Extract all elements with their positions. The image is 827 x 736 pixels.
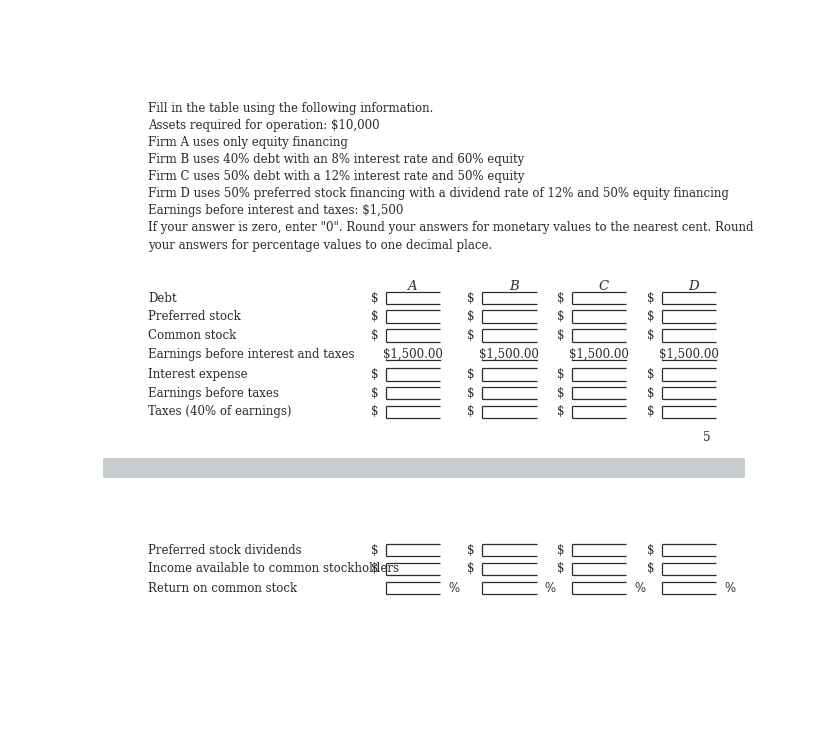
Text: %: % [543, 581, 555, 595]
Text: $: $ [556, 329, 563, 342]
Text: $: $ [370, 368, 378, 381]
Text: Earnings before taxes: Earnings before taxes [148, 386, 279, 400]
Text: $: $ [556, 544, 563, 556]
Text: C: C [598, 280, 609, 293]
Text: $: $ [466, 291, 474, 305]
Text: Debt: Debt [148, 291, 177, 305]
Text: B: B [509, 280, 519, 293]
Text: $: $ [466, 310, 474, 323]
Text: $: $ [646, 406, 653, 419]
Text: $: $ [646, 329, 653, 342]
Text: Return on common stock: Return on common stock [148, 581, 297, 595]
Text: $1,500.00: $1,500.00 [479, 347, 538, 361]
Text: $1,500.00: $1,500.00 [569, 347, 629, 361]
Text: Firm D uses 50% preferred stock financing with a dividend rate of 12% and 50% eq: Firm D uses 50% preferred stock financin… [148, 188, 729, 200]
Text: $: $ [646, 291, 653, 305]
Text: $: $ [556, 368, 563, 381]
Text: $: $ [556, 406, 563, 419]
Text: $: $ [556, 386, 563, 400]
Text: your answers for percentage values to one decimal place.: your answers for percentage values to on… [148, 238, 492, 252]
Text: $: $ [556, 310, 563, 323]
Text: Taxes (40% of earnings): Taxes (40% of earnings) [148, 406, 292, 419]
Text: $: $ [370, 310, 378, 323]
Text: $: $ [370, 406, 378, 419]
Text: 5: 5 [703, 431, 710, 445]
Text: Preferred stock: Preferred stock [148, 310, 241, 323]
Text: Fill in the table using the following information.: Fill in the table using the following in… [148, 102, 433, 116]
Text: Preferred stock dividends: Preferred stock dividends [148, 544, 302, 556]
Text: %: % [723, 581, 734, 595]
Text: $: $ [370, 386, 378, 400]
Text: D: D [688, 280, 698, 293]
Text: $1,500.00: $1,500.00 [383, 347, 442, 361]
Text: Firm B uses 40% debt with an 8% interest rate and 60% equity: Firm B uses 40% debt with an 8% interest… [148, 154, 524, 166]
Text: $: $ [556, 562, 563, 576]
Text: $: $ [466, 406, 474, 419]
Text: $: $ [466, 544, 474, 556]
Text: Income available to common stockholders: Income available to common stockholders [148, 562, 399, 576]
Text: $: $ [370, 562, 378, 576]
Text: $: $ [646, 386, 653, 400]
Text: $: $ [466, 386, 474, 400]
Text: Earnings before interest and taxes: $1,500: Earnings before interest and taxes: $1,5… [148, 205, 404, 218]
Text: $: $ [646, 310, 653, 323]
Text: $: $ [556, 291, 563, 305]
Text: $1,500.00: $1,500.00 [658, 347, 718, 361]
Text: $: $ [646, 544, 653, 556]
Text: $: $ [466, 368, 474, 381]
Text: $: $ [466, 562, 474, 576]
Text: Firm C uses 50% debt with a 12% interest rate and 50% equity: Firm C uses 50% debt with a 12% interest… [148, 171, 524, 183]
Text: Firm A uses only equity financing: Firm A uses only equity financing [148, 136, 348, 149]
Bar [103, 458, 744, 478]
Text: A: A [406, 280, 416, 293]
Text: Assets required for operation: $10,000: Assets required for operation: $10,000 [148, 119, 380, 132]
Text: $: $ [370, 291, 378, 305]
Text: $: $ [646, 562, 653, 576]
Text: %: % [633, 581, 644, 595]
Text: $: $ [646, 368, 653, 381]
Text: $: $ [466, 329, 474, 342]
Text: If your answer is zero, enter "0". Round your answers for monetary values to the: If your answer is zero, enter "0". Round… [148, 222, 753, 235]
Text: $: $ [370, 329, 378, 342]
Text: %: % [447, 581, 459, 595]
Text: Common stock: Common stock [148, 329, 237, 342]
Text: Interest expense: Interest expense [148, 368, 248, 381]
Text: $: $ [370, 544, 378, 556]
Text: Earnings before interest and taxes: Earnings before interest and taxes [148, 347, 355, 361]
